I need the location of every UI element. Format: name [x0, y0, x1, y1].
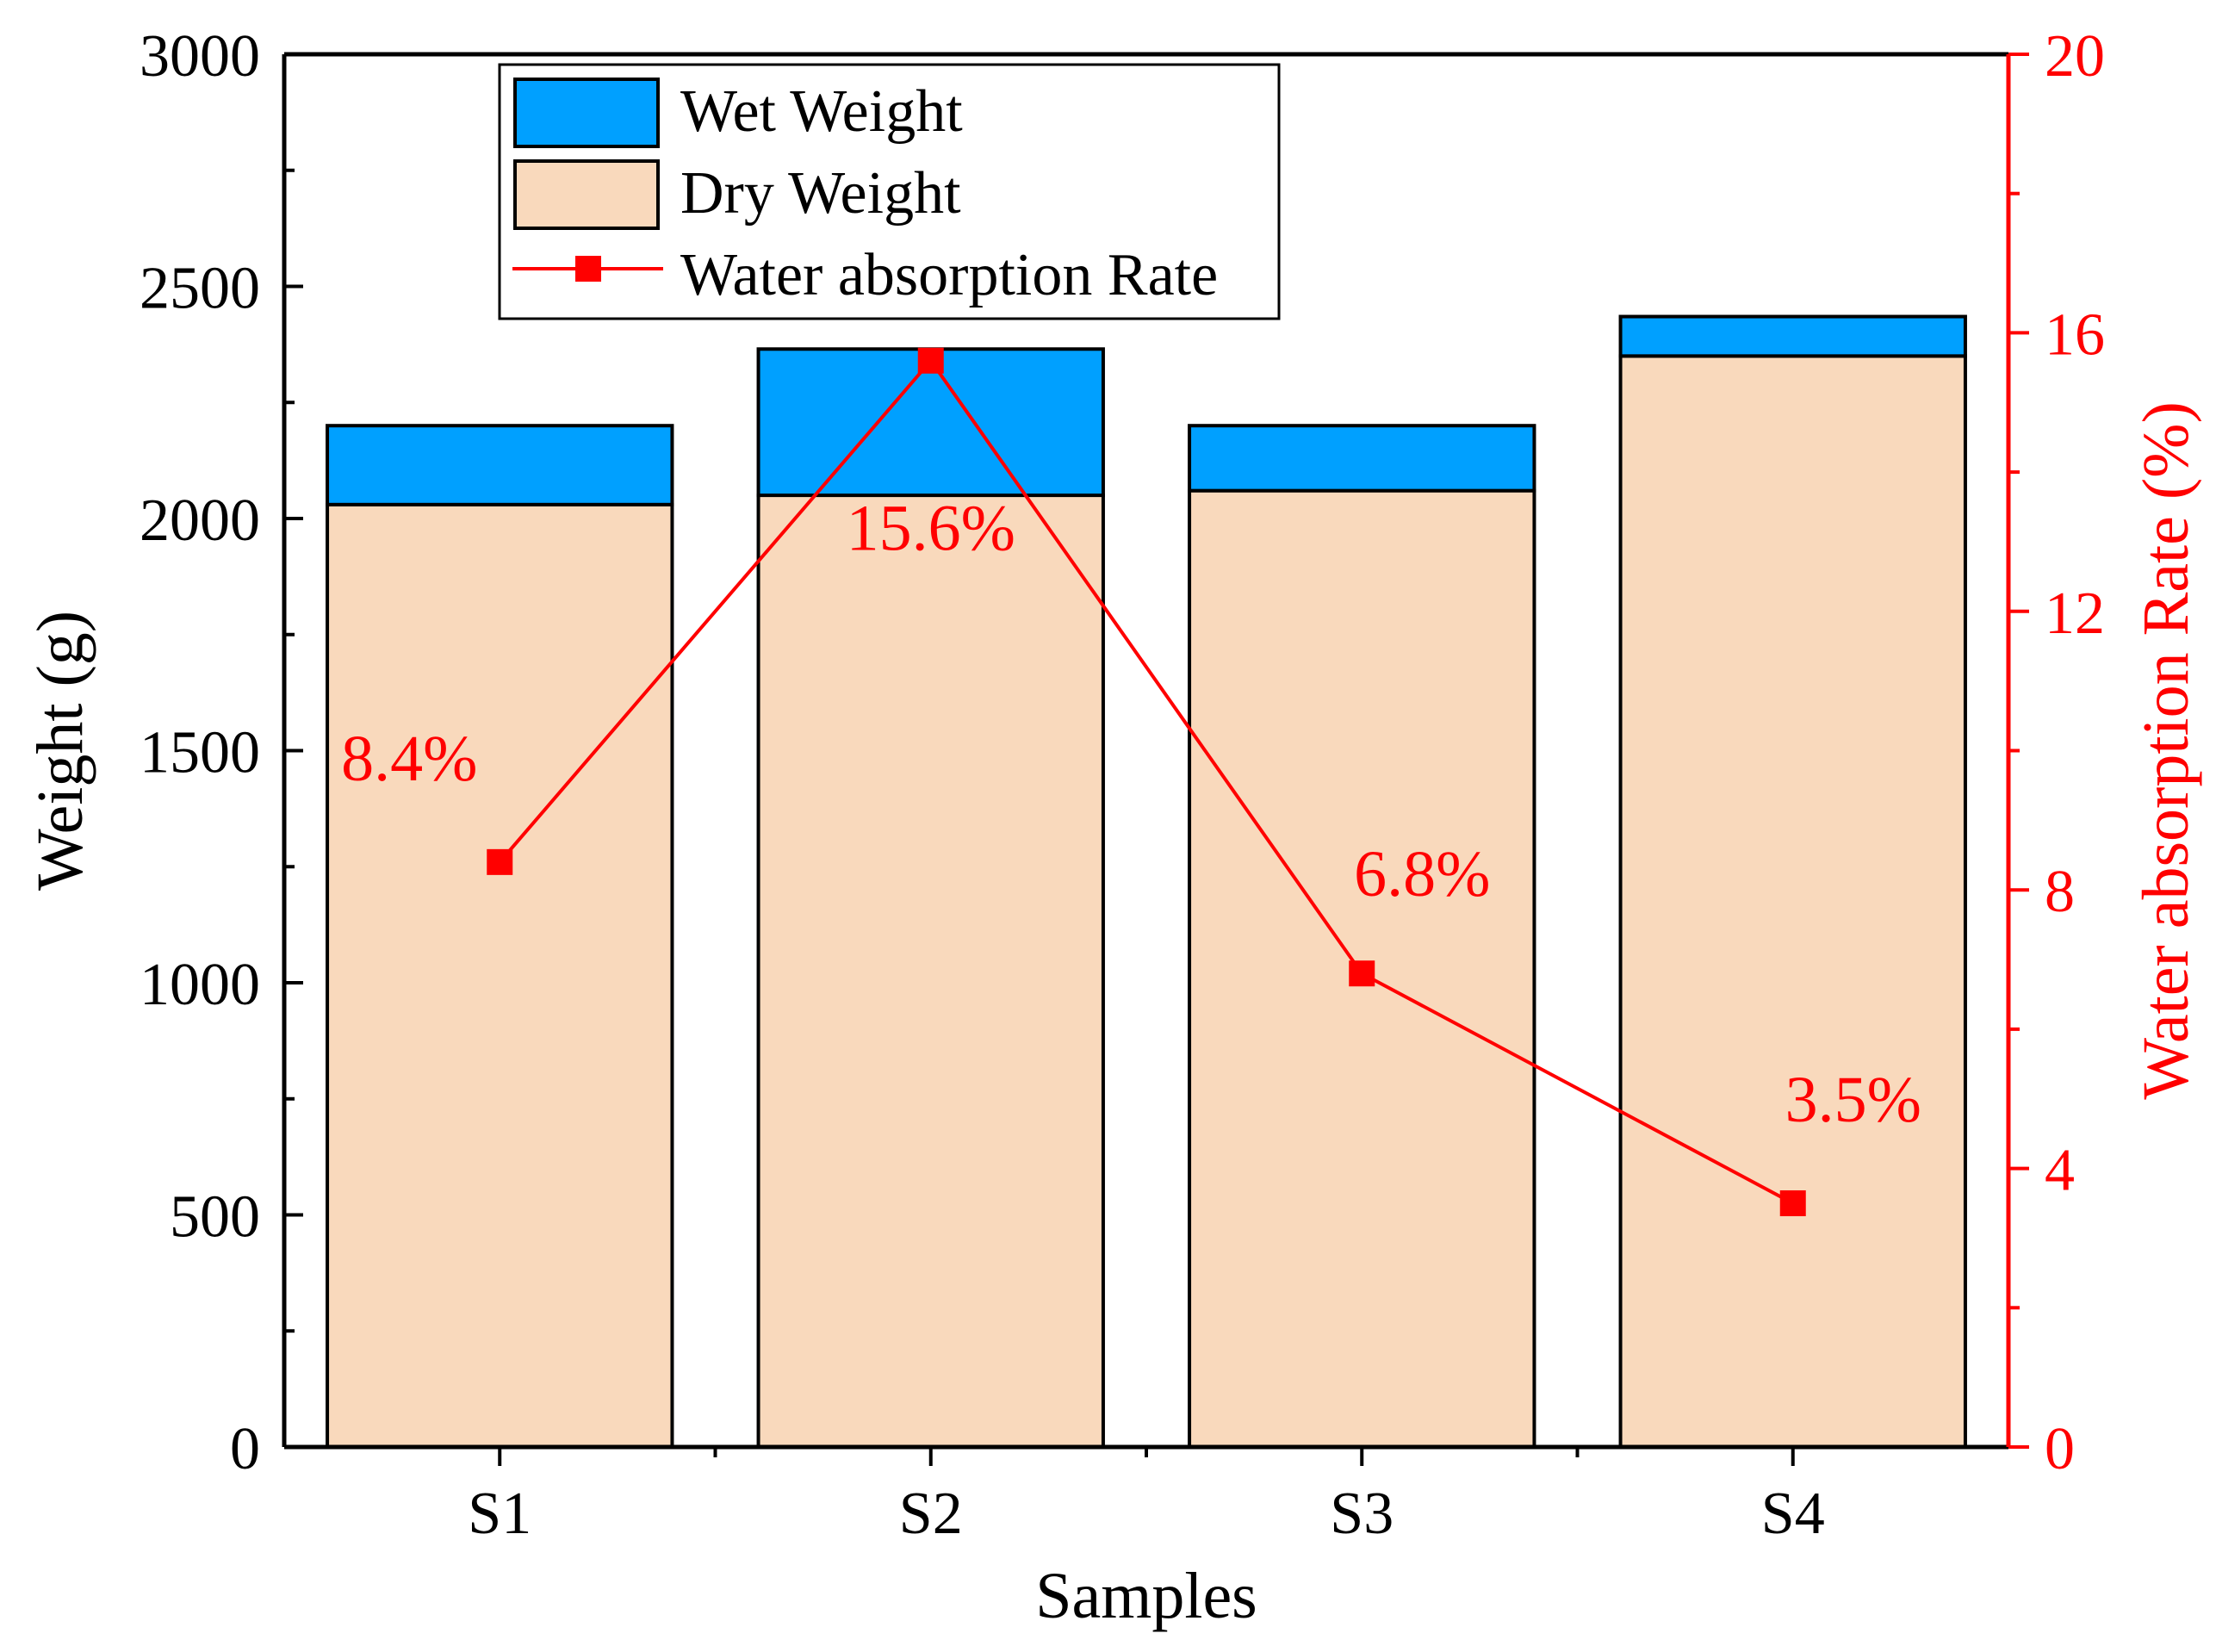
bar-wet-weight-s4 — [1618, 314, 1967, 358]
rate-label-s1: 8.4% — [341, 723, 477, 795]
legend-marker-water-absorption-rate — [575, 256, 601, 282]
bar-wet-weight-s3 — [1188, 424, 1536, 493]
y2-tick-label-16: 16 — [2045, 301, 2105, 368]
legend-label-water-absorption-rate: Water absorption Rate — [680, 242, 1218, 308]
water-absorption-rate-line — [498, 357, 1794, 1205]
y2-tick-label-0: 0 — [2045, 1416, 2075, 1482]
bar-dry-weight-s2 — [756, 494, 1105, 1449]
y-tick-label-2000: 2000 — [140, 488, 260, 554]
water-absorption-rate-marker-s4 — [1779, 1190, 1806, 1217]
rate-label-s2: 15.6% — [847, 493, 1015, 565]
bar-dry-weight-s4 — [1618, 354, 1967, 1450]
y-axis-title: Weight (g) — [24, 611, 96, 891]
axes-layer: 0 500 1000 1500 2000 2500 3000 0 4 8 12 16 20 S1 S2 S3 S… — [24, 23, 2202, 1632]
y-tick-label-1000: 1000 — [140, 952, 260, 1018]
legend-label-wet-weight: Wet Weight — [680, 78, 963, 145]
y-tick-label-2500: 2500 — [140, 256, 260, 322]
y2-tick-label-4: 4 — [2045, 1138, 2075, 1204]
bar-wet-weight-s1 — [326, 424, 674, 506]
y2-tick-label-8: 8 — [2045, 859, 2075, 925]
legend-label-dry-weight: Dry Weight — [680, 160, 961, 227]
x-tick-label-s4: S4 — [1761, 1481, 1825, 1547]
y2-tick-label-12: 12 — [2045, 581, 2105, 647]
y-tick-label-1500: 1500 — [140, 720, 260, 786]
rate-label-s3: 6.8% — [1354, 838, 1490, 910]
water-absorption-rate-marker-s1 — [487, 848, 513, 875]
y2-axis-title: Water absorption Rate (%) — [2130, 401, 2202, 1100]
y-tick-label-3000: 3000 — [140, 23, 260, 90]
legend: Wet Weight Dry Weight Water absorption Rat… — [498, 63, 1281, 320]
line-layer: 8.4% 15.6% 6.8% 3.5% — [341, 347, 1921, 1217]
y-tick-label-0: 0 — [230, 1416, 260, 1482]
rate-label-s4: 3.5% — [1785, 1064, 1921, 1136]
legend-swatch-wet-weight — [513, 78, 660, 148]
x-axis-title: Samples — [1035, 1560, 1257, 1632]
y2-tick-label-20: 20 — [2045, 23, 2105, 90]
x-tick-label-s2: S2 — [899, 1481, 963, 1547]
bar-dry-weight-s1 — [326, 502, 674, 1450]
x-tick-label-s3: S3 — [1330, 1481, 1394, 1547]
x-tick-label-s1: S1 — [468, 1481, 531, 1547]
bars-layer — [326, 314, 1967, 1450]
water-absorption-rate-marker-s2 — [917, 347, 944, 374]
legend-swatch-dry-weight — [513, 159, 660, 230]
water-absorption-rate-marker-s3 — [1349, 960, 1375, 987]
y-tick-label-500: 500 — [170, 1184, 260, 1251]
